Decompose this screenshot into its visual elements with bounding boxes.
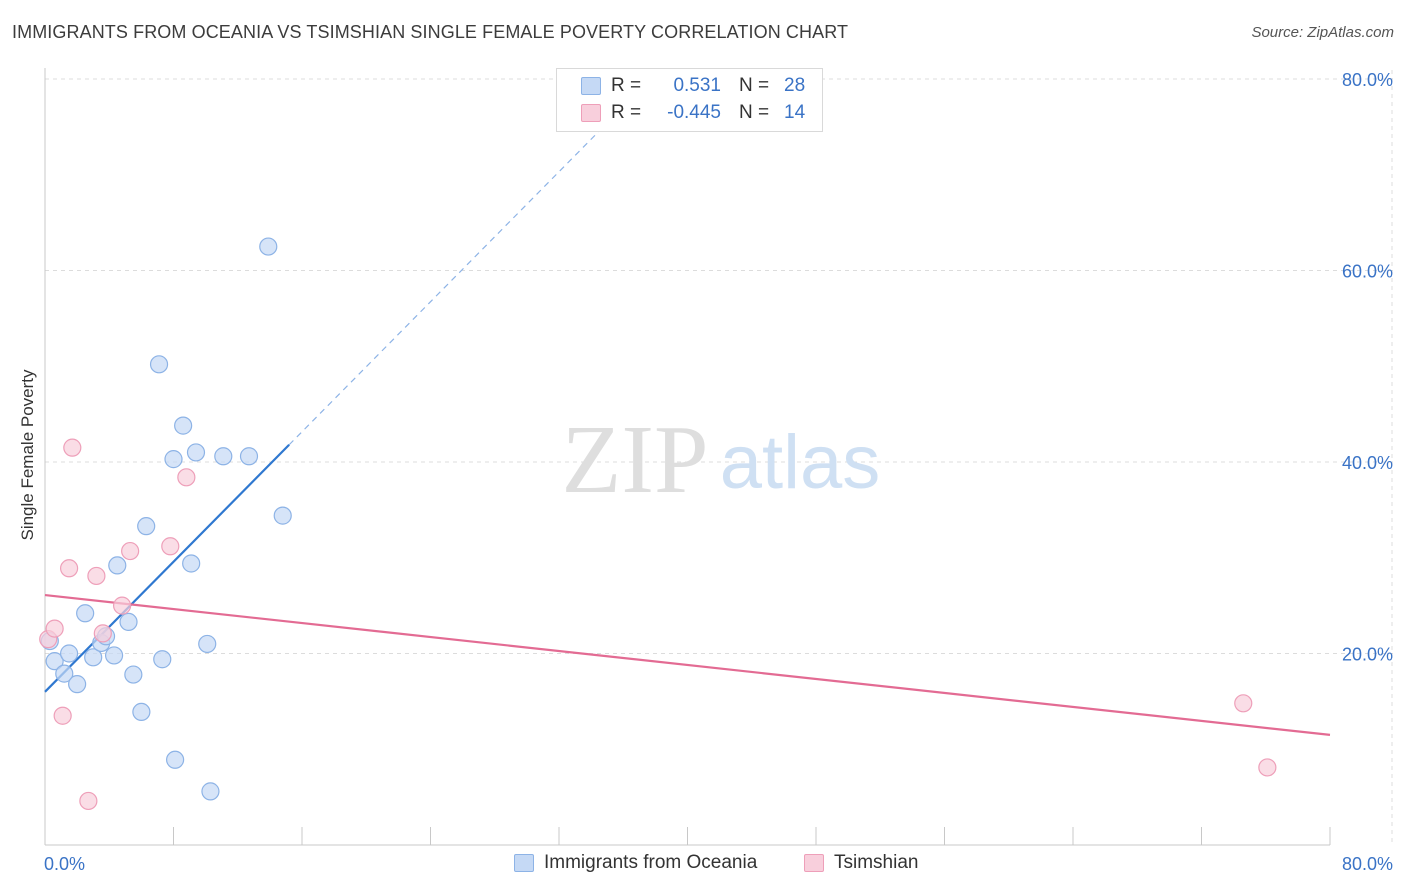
- r-value: 0.531: [673, 75, 721, 96]
- point-blue: [119, 612, 138, 632]
- trend-line-pink: [44, 593, 1331, 736]
- legend-label: Tsimshian: [834, 852, 919, 873]
- point-pink: [59, 559, 79, 578]
- point-blue: [104, 646, 124, 665]
- n-value: 28: [784, 75, 806, 96]
- point-pink: [45, 619, 64, 638]
- legend-label: Immigrants from Oceania: [544, 852, 758, 873]
- point-blue: [108, 556, 127, 575]
- n-label: N =: [739, 102, 770, 123]
- point-blue: [273, 506, 292, 525]
- stats-legend: R = 0.531 N = 28 R = -0.445 N = 14: [556, 68, 823, 132]
- point-blue: [166, 750, 185, 769]
- trend-extension-blue: [288, 73, 656, 446]
- point-blue: [132, 702, 151, 722]
- trend-lines: [44, 73, 1331, 736]
- legend-row-tsimshian: R = -0.445 N = 14: [581, 101, 805, 125]
- axes: [44, 68, 1331, 846]
- legend-item-oceania: Immigrants from Oceania: [514, 852, 757, 874]
- point-pink: [121, 541, 140, 561]
- n-value: 14: [784, 102, 806, 123]
- point-pink: [79, 791, 98, 811]
- point-blue: [137, 517, 156, 536]
- r-value: -0.445: [667, 102, 721, 123]
- point-pink: [177, 468, 196, 487]
- point-blue: [239, 447, 259, 466]
- point-blue: [214, 447, 233, 466]
- point-blue: [59, 644, 79, 663]
- legend-swatch-blue: [514, 854, 534, 872]
- point-pink: [87, 566, 106, 586]
- source-label: Source: ZipAtlas.com: [1251, 24, 1394, 41]
- trend-line-blue: [44, 443, 290, 693]
- x-tick-label: 0.0%: [44, 854, 85, 874]
- point-blue: [55, 664, 74, 683]
- point-blue: [68, 675, 87, 694]
- y-tick-label: 80.0%: [1342, 70, 1393, 90]
- data-points: [39, 237, 1277, 811]
- point-blue: [198, 634, 217, 654]
- point-pink: [161, 537, 180, 556]
- legend-item-tsimshian: Tsimshian: [804, 852, 918, 874]
- y-tick-label: 40.0%: [1342, 453, 1393, 473]
- n-label: N =: [739, 75, 770, 96]
- point-blue: [84, 648, 103, 667]
- point-pink: [1234, 694, 1253, 713]
- point-blue: [76, 604, 95, 623]
- legend-swatch-pink: [804, 854, 824, 872]
- point-pink: [112, 596, 132, 615]
- point-blue: [149, 355, 169, 374]
- point-pink: [93, 624, 112, 643]
- watermark: ZIP atlas: [562, 406, 881, 514]
- series-legend: Immigrants from Oceania Tsimshian: [0, 852, 1406, 878]
- point-blue: [153, 650, 172, 669]
- r-label: R =: [611, 102, 642, 123]
- point-pink: [63, 438, 82, 457]
- point-blue: [45, 652, 64, 671]
- point-blue: [186, 443, 206, 462]
- y-tick-label: 20.0%: [1342, 645, 1393, 665]
- y-tick-label: 60.0%: [1342, 262, 1393, 282]
- legend-row-oceania: R = 0.531 N = 28: [581, 74, 805, 98]
- point-blue: [124, 665, 143, 684]
- point-pink: [1258, 758, 1277, 777]
- point-blue: [164, 450, 183, 469]
- watermark-zip: ZIP: [562, 406, 709, 514]
- legend-swatch-blue: [581, 77, 601, 95]
- tick-labels: 20.0% 40.0% 60.0% 80.0% 0.0% 80.0%: [44, 70, 1393, 874]
- point-blue: [201, 782, 220, 801]
- chart-title: IMMIGRANTS FROM OCEANIA VS TSIMSHIAN SIN…: [12, 22, 849, 42]
- point-pink: [53, 706, 72, 725]
- legend-swatch-pink: [581, 104, 601, 122]
- point-blue: [182, 554, 201, 573]
- point-blue: [259, 237, 278, 256]
- watermark-atlas: atlas: [720, 420, 881, 505]
- point-blue: [174, 416, 193, 435]
- x-tick-label: 80.0%: [1342, 854, 1393, 874]
- r-label: R =: [611, 75, 642, 96]
